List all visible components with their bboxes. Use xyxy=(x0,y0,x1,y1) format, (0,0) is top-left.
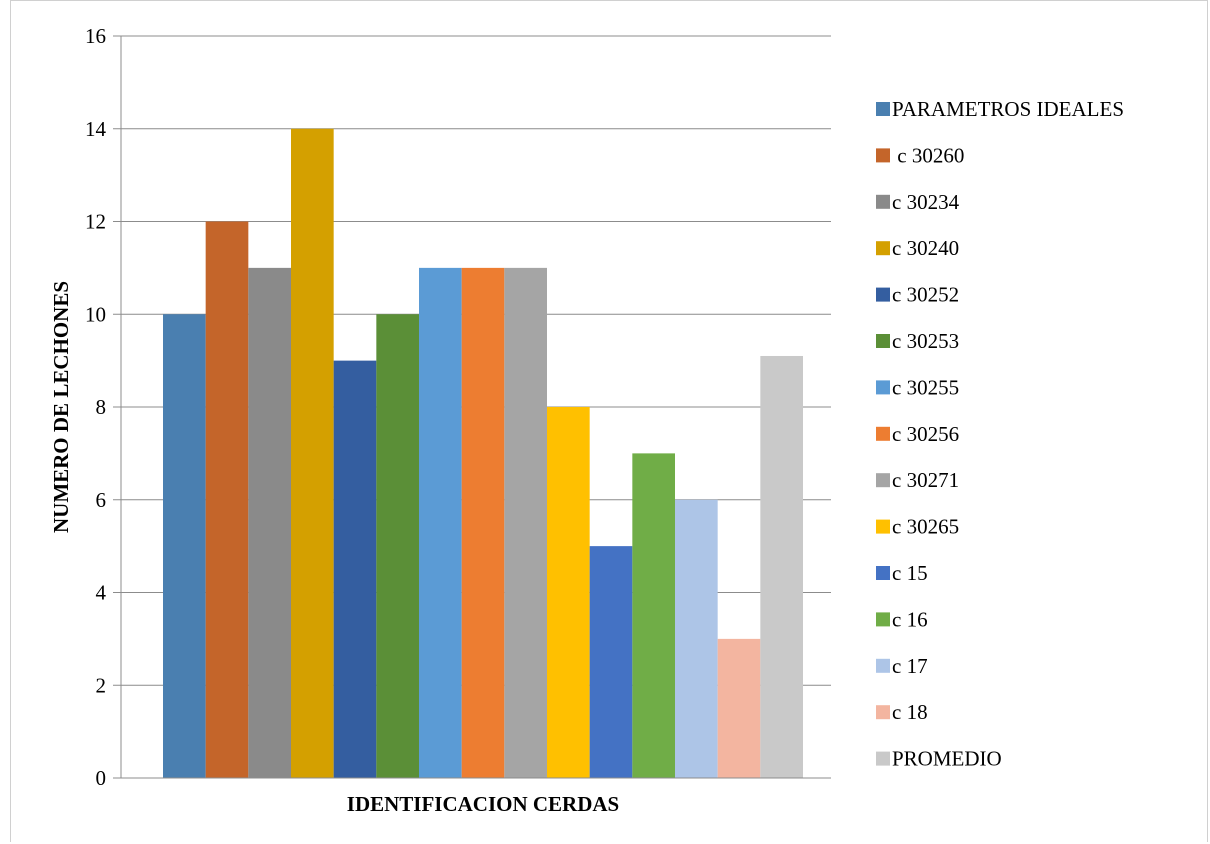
y-tick-label: 4 xyxy=(96,581,107,605)
bar-c-30255 xyxy=(419,267,462,778)
legend-item: c 18 xyxy=(876,700,928,724)
legend-swatch xyxy=(876,241,890,256)
y-tick-label: 2 xyxy=(96,673,107,697)
bar-c-30256 xyxy=(461,267,505,778)
bar-c-30265 xyxy=(547,407,590,778)
legend-label: c 16 xyxy=(892,607,928,631)
y-tick-label: 8 xyxy=(96,395,107,419)
legend-item: c 30260 xyxy=(876,143,964,167)
legend-label: c 30240 xyxy=(892,236,959,260)
legend-item: c 30240 xyxy=(876,236,959,260)
bar-c-30260 xyxy=(205,221,249,778)
legend-swatch xyxy=(876,566,890,580)
y-tick-labels: 0 2 4 6 8 10 12 14 16 xyxy=(85,24,107,790)
x-axis-title: IDENTIFICACION CERDAS xyxy=(347,792,619,816)
chart-frame xyxy=(10,0,1208,842)
bar-promedio xyxy=(760,355,803,778)
legend-item: c 30253 xyxy=(876,329,959,353)
legend-label: c 30252 xyxy=(892,283,959,307)
y-tick-label: 0 xyxy=(96,766,107,790)
y-tick-label: 14 xyxy=(85,117,107,141)
bar-c-30240 xyxy=(291,128,334,778)
legend-item: c 30255 xyxy=(876,375,959,399)
bar-c-30234 xyxy=(248,267,291,778)
legend-swatch xyxy=(876,473,890,488)
legend: PARAMETROS IDEALES c 30260 c 30234 c 30240… xyxy=(876,97,1124,771)
legend-item: c 30256 xyxy=(876,422,959,446)
legend-item: c 16 xyxy=(876,607,928,631)
y-tick-label: 16 xyxy=(85,24,106,48)
y-tick-label: 6 xyxy=(96,488,107,512)
legend-swatch xyxy=(876,334,890,348)
bar-c-18 xyxy=(717,638,761,778)
legend-label: PARAMETROS IDEALES xyxy=(892,97,1124,121)
legend-item: PROMEDIO xyxy=(876,747,1002,771)
legend-label: c 30234 xyxy=(892,190,960,214)
legend-label: c 18 xyxy=(892,700,928,724)
legend-item: c 15 xyxy=(876,561,928,585)
legend-label: c 30265 xyxy=(892,515,959,539)
legend-label: c 30260 xyxy=(892,143,964,167)
legend-swatch xyxy=(876,426,890,441)
legend-label: c 30256 xyxy=(892,422,959,446)
legend-item: c 30271 xyxy=(876,468,959,492)
legend-swatch xyxy=(876,658,890,673)
legend-swatch xyxy=(876,519,890,534)
legend-label: PROMEDIO xyxy=(892,747,1002,771)
legend-label: c 30253 xyxy=(892,329,959,353)
legend-label: c 30271 xyxy=(892,468,959,492)
y-axis-title: NUMERO DE LECHONES xyxy=(49,281,73,533)
legend-swatch xyxy=(876,380,890,395)
bar-c-30253 xyxy=(376,314,419,778)
legend-swatch xyxy=(876,751,890,766)
bar-parametros-ideales xyxy=(163,314,206,778)
legend-item: c 30252 xyxy=(876,283,959,307)
legend-item: c 30265 xyxy=(876,515,959,539)
legend-swatch xyxy=(876,705,890,720)
y-tick-label: 12 xyxy=(85,210,106,234)
legend-swatch xyxy=(876,148,890,163)
bar-c-17 xyxy=(675,499,718,778)
bar-c-30252 xyxy=(333,360,377,778)
legend-swatch xyxy=(876,194,890,209)
legend-label: c 15 xyxy=(892,561,928,585)
legend-label: c 17 xyxy=(892,654,928,678)
bar-c-30271 xyxy=(504,267,547,778)
bar-c-16 xyxy=(632,453,675,778)
axes xyxy=(113,35,831,779)
legend-swatch xyxy=(876,612,890,627)
bars xyxy=(163,128,803,778)
legend-swatch xyxy=(876,102,890,116)
legend-item: PARAMETROS IDEALES xyxy=(876,97,1124,121)
legend-item: c 30234 xyxy=(876,190,960,214)
legend-item: c 17 xyxy=(876,654,928,678)
y-tick-label: 10 xyxy=(85,302,106,326)
legend-label: c 30255 xyxy=(892,375,959,399)
legend-swatch xyxy=(876,287,890,302)
bar-c-15 xyxy=(589,546,633,778)
